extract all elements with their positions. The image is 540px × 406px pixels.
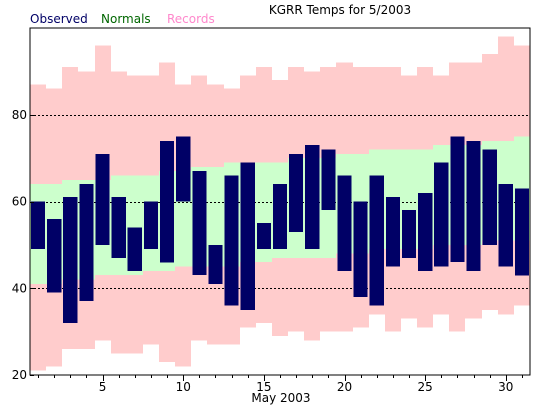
observed-bar-day-6 <box>111 197 126 258</box>
observed-bar-day-28 <box>466 140 481 271</box>
observed-bar-day-18 <box>305 145 320 250</box>
y-tick-label-40: 40 <box>12 281 27 295</box>
observed-bar-day-20 <box>337 175 352 271</box>
observed-bar-day-14 <box>240 162 255 310</box>
observed-bar-day-25 <box>418 192 433 271</box>
observed-bar-day-10 <box>176 136 191 202</box>
normal-band-day-12 <box>207 166 224 267</box>
chart-title: KGRR Temps for 5/2003 <box>269 3 411 17</box>
x-tick-label-20: 20 <box>337 380 352 394</box>
x-tick-label-30: 30 <box>498 380 513 394</box>
x-tick-label-10: 10 <box>176 380 191 394</box>
observed-bars <box>31 136 529 323</box>
observed-bar-day-15 <box>256 223 271 250</box>
observed-bar-day-21 <box>353 201 368 297</box>
y-tick-label-20: 20 <box>12 368 27 382</box>
legend-records: Records <box>167 12 215 26</box>
observed-bar-day-26 <box>434 162 449 267</box>
observed-bar-day-31 <box>514 188 529 276</box>
observed-bar-day-27 <box>450 136 465 263</box>
observed-bar-day-4 <box>79 184 94 302</box>
observed-bar-day-30 <box>498 184 513 267</box>
observed-bar-day-13 <box>224 175 239 306</box>
observed-bar-day-24 <box>401 210 417 258</box>
observed-bar-day-3 <box>63 197 78 323</box>
y-tick-label-60: 60 <box>12 195 27 209</box>
observed-bar-day-1 <box>31 201 46 250</box>
observed-bar-day-11 <box>192 171 207 276</box>
observed-bar-day-16 <box>272 184 288 250</box>
observed-bar-day-23 <box>385 197 400 267</box>
x-tick-label-15: 15 <box>256 380 271 394</box>
observed-bar-day-2 <box>47 218 62 293</box>
observed-bar-day-12 <box>208 244 223 284</box>
observed-bar-day-17 <box>289 153 304 232</box>
observed-bar-day-19 <box>321 149 336 211</box>
legend-observed: Observed <box>30 12 88 26</box>
y-tick-label-80: 80 <box>12 108 27 122</box>
legend-normals: Normals <box>101 12 151 26</box>
x-axis-label: May 2003 <box>251 391 310 405</box>
observed-bar-day-22 <box>369 175 384 306</box>
observed-bar-day-7 <box>127 227 142 271</box>
observed-bar-day-29 <box>482 149 497 245</box>
observed-bar-day-5 <box>95 153 110 245</box>
observed-bar-day-8 <box>143 201 159 250</box>
axes: 20 40 60 80 5 10 15 20 25 30 <box>12 108 523 394</box>
x-tick-label-25: 25 <box>418 380 433 394</box>
observed-bar-day-9 <box>160 140 175 263</box>
x-tick-label-5: 5 <box>99 380 107 394</box>
